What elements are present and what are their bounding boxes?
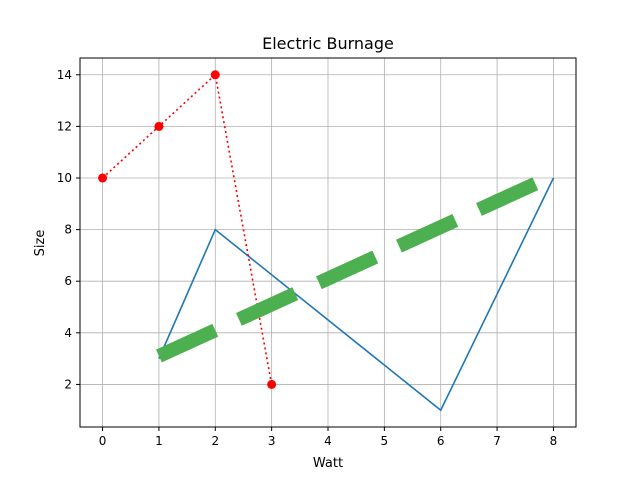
- chart-title: Electric Burnage: [262, 34, 394, 53]
- x-tick-label: 1: [155, 434, 163, 448]
- x-tick-label: 4: [324, 434, 332, 448]
- series-line: [102, 73, 273, 385]
- x-tick-label: 7: [493, 434, 501, 448]
- series-point: [98, 173, 108, 183]
- series-1: [158, 177, 555, 412]
- y-tick-label: 10: [57, 171, 72, 185]
- series-3: [155, 176, 540, 363]
- y-tick-label: 4: [64, 326, 72, 340]
- y-axis-ticks: 2 4 6 8 10 12 14: [57, 68, 80, 391]
- x-tick-label: 5: [381, 434, 389, 448]
- y-tick-label: 12: [57, 119, 72, 133]
- x-tick-label: 3: [268, 434, 276, 448]
- y-axis-label: Size: [33, 230, 48, 257]
- x-axis-ticks: 0 1 2 3 4 5 6 7 8: [99, 427, 558, 448]
- x-tick-label: 2: [211, 434, 219, 448]
- y-tick-label: 14: [57, 68, 72, 82]
- grid: [80, 58, 576, 427]
- series-point: [210, 70, 220, 80]
- y-tick-label: 6: [64, 274, 72, 288]
- series-2: [98, 70, 277, 389]
- series-point: [267, 379, 277, 389]
- y-tick-label: 2: [64, 377, 72, 391]
- x-tick-label: 0: [99, 434, 107, 448]
- series-point: [154, 121, 164, 131]
- series-line: [158, 177, 555, 412]
- x-tick-label: 8: [550, 434, 558, 448]
- x-axis-label: Watt: [313, 456, 343, 471]
- plot-series: [98, 70, 555, 412]
- series-line: [155, 176, 540, 363]
- y-tick-label: 8: [64, 223, 72, 237]
- x-tick-label: 6: [437, 434, 445, 448]
